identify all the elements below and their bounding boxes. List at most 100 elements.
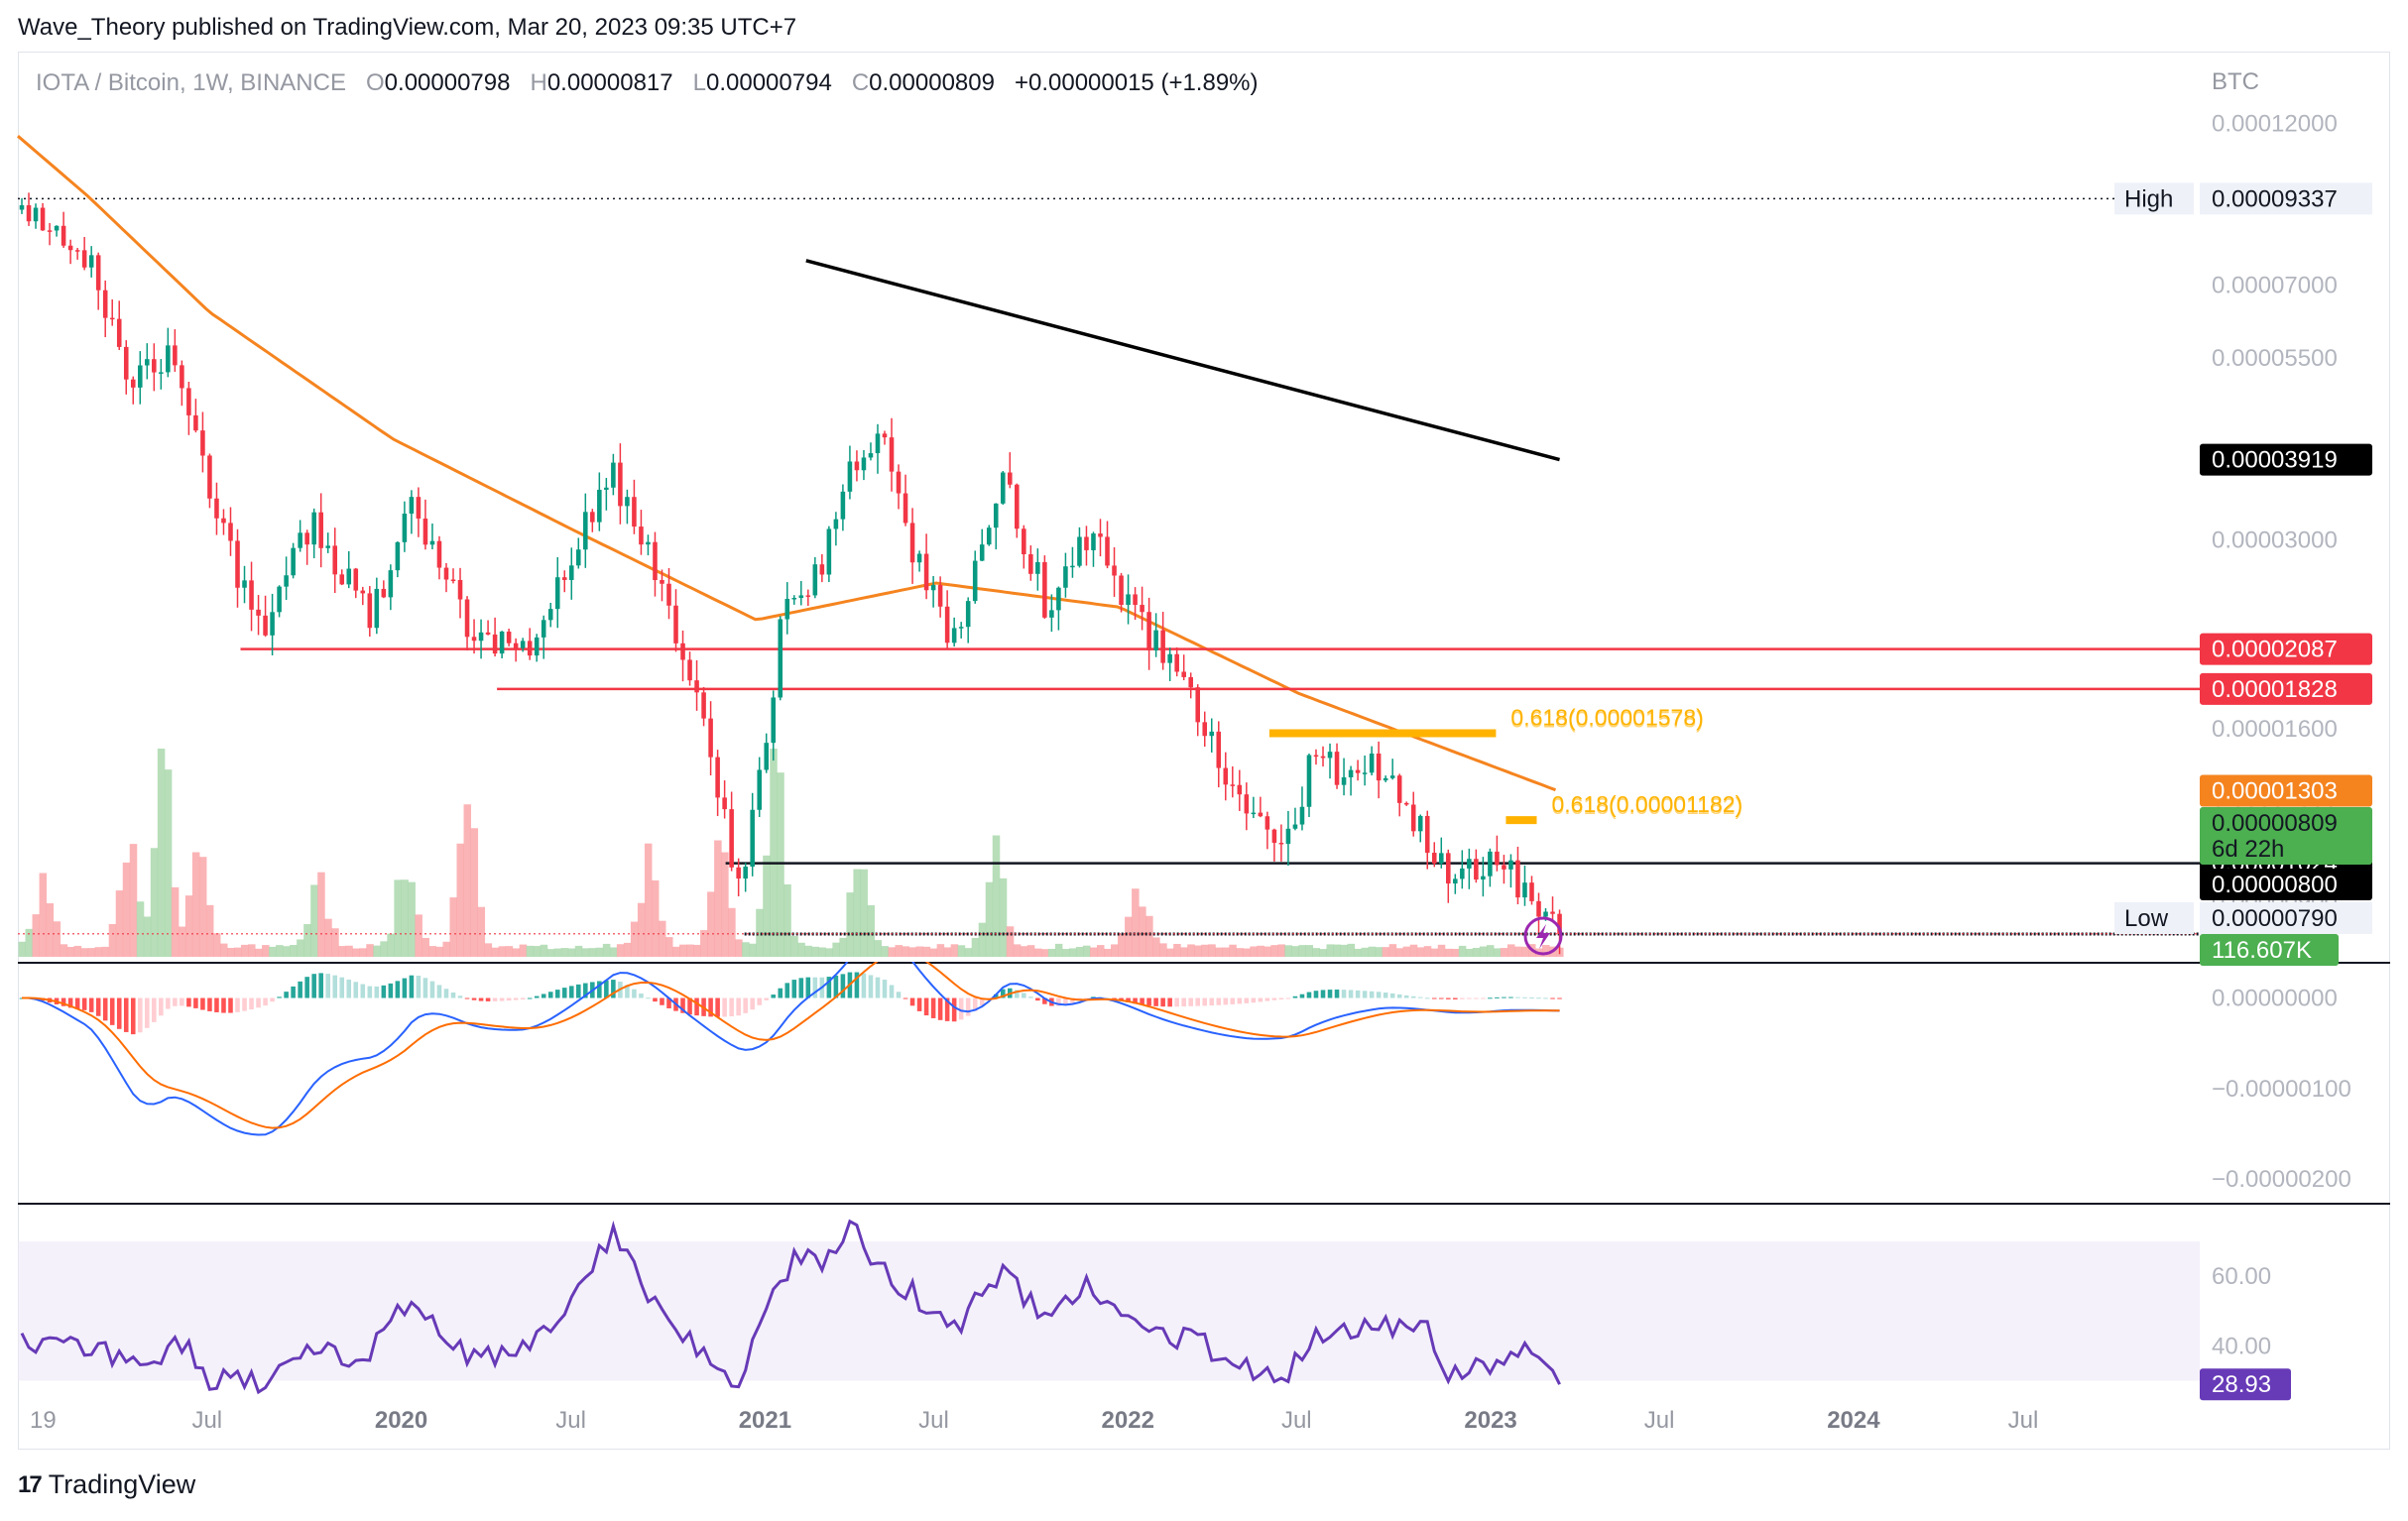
volume-bar	[1333, 944, 1342, 957]
price-tag-countdown: 6d 22h	[2212, 836, 2284, 863]
macd-histogram-bar	[1167, 997, 1172, 1007]
symbol-legend[interactable]: IOTA / Bitcoin, 1W, BINANCE O0.00000798 …	[36, 69, 1259, 97]
macd-histogram-bar	[1334, 990, 1340, 998]
volume-bar	[1402, 946, 1411, 957]
volume-bar	[157, 749, 166, 957]
candle-body	[1174, 653, 1179, 672]
macd-histogram-bar	[416, 976, 421, 998]
candle-body	[951, 628, 957, 644]
macd-histogram-bar	[1292, 995, 1298, 998]
volume-bar	[1520, 946, 1529, 957]
candle-body	[67, 245, 73, 251]
candle-body	[979, 544, 985, 561]
macd-histogram-bar	[1251, 997, 1257, 1003]
candle-body	[228, 523, 233, 541]
candle-body	[944, 606, 950, 644]
candle-body	[318, 512, 323, 548]
candle-body	[221, 518, 226, 524]
macd-axis-tick: 0.00000000	[2212, 986, 2338, 1012]
macd-histogram-bar	[1376, 992, 1382, 998]
volume-bar	[297, 939, 304, 957]
macd-histogram-bar	[1271, 997, 1277, 1000]
macd-histogram-bar	[159, 997, 164, 1016]
volume-bar	[456, 843, 465, 957]
macd-histogram-bar	[214, 997, 219, 1012]
macd-histogram-bar	[228, 997, 233, 1013]
candle-body	[1417, 815, 1423, 832]
candle-body	[625, 497, 630, 507]
currency-label: BTC	[2212, 68, 2259, 95]
macd-histogram-bar	[304, 977, 309, 998]
candle-body	[673, 605, 678, 644]
macd-histogram-bar	[1355, 990, 1361, 998]
macd-histogram-bar	[1015, 990, 1020, 998]
candle-body	[1334, 752, 1340, 785]
volume-bar	[567, 948, 576, 957]
macd-histogram-bar	[193, 997, 198, 1008]
volume-bar	[881, 946, 890, 957]
volume-bar	[1298, 945, 1306, 957]
macd-histogram-bar	[200, 997, 205, 1010]
volume-bar	[1250, 946, 1258, 957]
descending-trendline	[805, 259, 1561, 462]
macd-group	[19, 962, 1562, 1136]
macd-histogram-bar	[409, 975, 415, 998]
price-tag-value: 116.607K	[2212, 937, 2312, 964]
volume-bar	[449, 897, 458, 957]
volume-bar	[269, 946, 277, 957]
change-value: +0.00000015 (+1.89%)	[1014, 69, 1259, 96]
volume-bar	[53, 921, 61, 957]
chart-frame	[18, 52, 2390, 1450]
macd-histogram-bar	[130, 997, 136, 1035]
candle-body	[1355, 769, 1361, 773]
volume-bar	[637, 902, 646, 957]
macd-histogram-bar	[1070, 997, 1075, 1003]
macd-histogram-bar	[1174, 997, 1179, 1007]
fib-label: 0.618(0.00001578)	[1510, 704, 1703, 730]
candle-body	[1022, 528, 1026, 554]
time-axis-tick: Jul	[2008, 1407, 2039, 1434]
volume-bar	[1111, 944, 1119, 957]
tradingview-brand[interactable]: 17 TradingView	[18, 1469, 195, 1500]
macd-histogram-bar	[1195, 997, 1201, 1006]
macd-histogram-bar	[1035, 997, 1040, 1001]
tradingview-logo-icon: 17	[18, 1470, 43, 1498]
volume-bar	[108, 923, 117, 957]
macd-axis-tick: −0.00000200	[2212, 1166, 2351, 1193]
volume-bar	[888, 947, 897, 957]
macd-signal-line	[22, 962, 1560, 1129]
volume-bar	[129, 844, 138, 957]
volume-bar	[442, 941, 450, 957]
time-axis-tick: 2022	[1102, 1407, 1154, 1434]
volume-bar	[46, 903, 55, 957]
candle-body	[819, 564, 825, 575]
volume-bar	[470, 828, 479, 957]
volume-bar	[1013, 944, 1022, 957]
macd-histogram-bar	[764, 997, 770, 1000]
candle-body	[764, 743, 770, 770]
price-tag	[2200, 934, 2339, 966]
volume-bar	[1222, 947, 1230, 957]
macd-histogram-bar	[367, 986, 373, 998]
candle-body	[159, 372, 164, 374]
candle-body	[646, 541, 651, 545]
candle-body	[1481, 876, 1486, 880]
candle-body	[1515, 860, 1520, 898]
price-tag-prefix-text: High	[2124, 185, 2173, 212]
macd-histogram-bar	[1348, 990, 1354, 998]
candle-body	[889, 437, 895, 472]
candle-body	[402, 514, 408, 542]
candle-body	[1202, 722, 1208, 737]
volume-bar	[1040, 949, 1049, 957]
volume-bar	[219, 943, 228, 957]
lightning-icon-bolt	[1536, 924, 1550, 949]
candle-body	[520, 641, 526, 648]
volume-bar	[783, 883, 791, 957]
volume-bar	[164, 769, 173, 957]
volume-bar	[1284, 945, 1292, 957]
macd-histogram-bar	[60, 997, 66, 1006]
macd-histogram-bar	[666, 997, 671, 1008]
macd-histogram-bar	[402, 978, 408, 998]
candle-body	[847, 461, 853, 492]
